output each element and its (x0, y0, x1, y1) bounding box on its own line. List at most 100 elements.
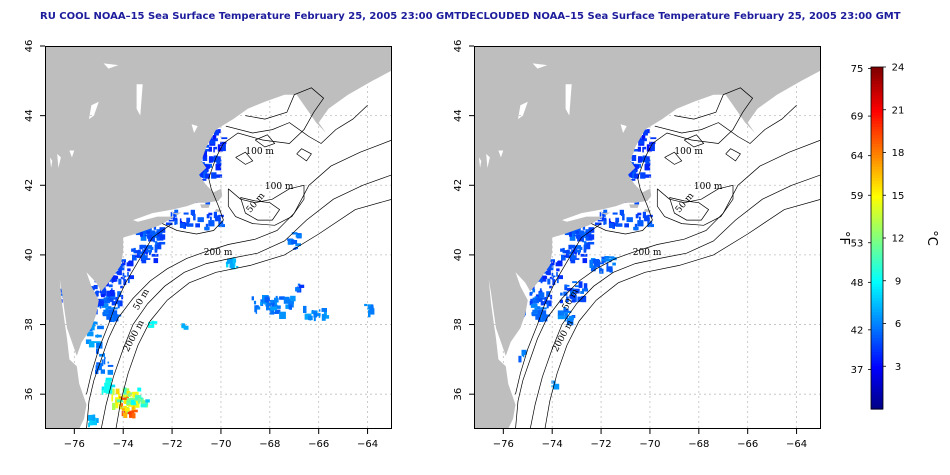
sst-pixel-patch (115, 388, 120, 395)
colorbar-step (871, 266, 883, 270)
colorbar-step (871, 406, 883, 410)
contour-label: 200 m (633, 248, 662, 258)
colorbar-step (871, 215, 883, 219)
sst-pixel-patch (124, 407, 130, 412)
depth-contour (656, 184, 734, 226)
sst-pixel-patch (563, 307, 567, 310)
colorbar-step (871, 349, 883, 353)
colorbar-step (871, 243, 883, 248)
sst-pixel-patch (208, 220, 215, 227)
sst-pixel-patch (585, 236, 589, 241)
sst-pixel-patch (179, 223, 185, 228)
colorbar-step (871, 155, 883, 159)
colorbar-step (871, 98, 883, 102)
sst-pixel-patch (205, 173, 210, 179)
colorbar-step (871, 303, 883, 307)
sst-pixel-patch (126, 400, 132, 404)
sst-pixel-patch (303, 305, 307, 313)
sst-pixel-patch (155, 241, 158, 247)
sst-pixel-patch (552, 279, 556, 286)
sst-pixel-patch (156, 236, 160, 241)
sst-pixel-patch (546, 291, 551, 297)
sst-pixel-patch (203, 155, 207, 160)
sst-pixel-patch (168, 219, 174, 222)
sst-pixel-patch (103, 358, 106, 365)
colorbar-step (871, 297, 883, 302)
sst-pixel-patch (540, 301, 546, 306)
temperature-colorbar: 24 21 18 15 12 9 6 3 75 69 64 59 53 48 42 37 °F °C (836, 55, 939, 425)
celsius-tick-label: 12 (892, 234, 905, 245)
depth-contour (544, 198, 821, 429)
sst-pixel-patch (158, 234, 166, 240)
contour-label: 100 m (245, 147, 274, 157)
sst-pixel-patch (646, 156, 650, 161)
sst-pixel-patch (117, 300, 123, 307)
sst-pixel-patch (588, 241, 595, 245)
sst-pixel-patch (174, 209, 179, 215)
y-tick-label: 44 (24, 109, 35, 122)
sst-pixel-patch (96, 341, 103, 349)
colorbar-step (871, 146, 883, 151)
sst-pixel-patch (101, 359, 104, 367)
sst-pixel-patch (274, 297, 279, 303)
depth-contour (225, 104, 368, 144)
island (172, 212, 182, 215)
depth-contour (240, 197, 281, 221)
sst-pixel-patch (141, 258, 147, 264)
sst-pixel-patch (542, 310, 547, 317)
sst-pixel-patch (251, 296, 254, 301)
sst-pixel-patch (193, 213, 196, 221)
sst-pixel-patch (641, 156, 646, 161)
sst-pixel-patch (117, 263, 123, 271)
sst-pixel-patch (132, 391, 139, 398)
sst-pixel-patch (197, 217, 204, 223)
x-tick-label: −72 (591, 439, 612, 450)
colorbar-step (871, 346, 883, 350)
colorbar-step (871, 292, 883, 296)
x-tick-label: −70 (639, 439, 660, 450)
y-tick-label: 36 (453, 388, 464, 401)
colorbar-step (871, 317, 883, 322)
colorbar-step (871, 289, 883, 293)
sst-pixel-patch (140, 231, 143, 237)
sst-pixel-patch (601, 217, 607, 221)
sst-pixel-patch (173, 212, 175, 220)
lake (57, 153, 61, 168)
sst-pixel-patch (107, 364, 114, 367)
celsius-tick-label: 21 (892, 105, 905, 116)
sst-pixel-patch (221, 137, 228, 140)
sst-pixel-patch (518, 355, 522, 363)
depth-contour (254, 134, 276, 148)
sst-pixel-patch (270, 306, 277, 311)
sst-pixel-patch (95, 291, 100, 293)
bathymetry-contours (86, 87, 392, 429)
sst-pixel-patch (146, 249, 152, 253)
colorbar-step (871, 67, 883, 71)
sst-pixel-patch (631, 155, 637, 161)
sst-pixel-patch (126, 262, 134, 267)
colorbar-step (871, 309, 883, 313)
sst-pixel-patch (532, 309, 538, 314)
sst-pixel-patch (128, 394, 132, 397)
sst-pixel-patch (141, 244, 147, 249)
depth-contour (591, 178, 653, 235)
sst-pixel-patch (215, 164, 222, 171)
depth-contour (86, 139, 392, 429)
sst-pixel-patch (580, 230, 585, 237)
sst-pixel-patch (583, 244, 587, 251)
sst-pixel-patch (96, 334, 99, 338)
lake (486, 153, 490, 168)
colorbar-step (871, 374, 883, 379)
sst-pixel-patch (530, 291, 533, 294)
y-tick-label: 42 (453, 179, 464, 192)
sst-pixel-patch (179, 218, 182, 225)
colorbar-step (871, 135, 883, 139)
colorbar-step (871, 192, 883, 196)
sst-pixel-patch (564, 284, 568, 291)
colorbar-step (871, 240, 883, 245)
sst-pixel-patch (104, 356, 106, 359)
colorbar-step (871, 112, 883, 117)
sst-pixel-patch (555, 262, 563, 267)
